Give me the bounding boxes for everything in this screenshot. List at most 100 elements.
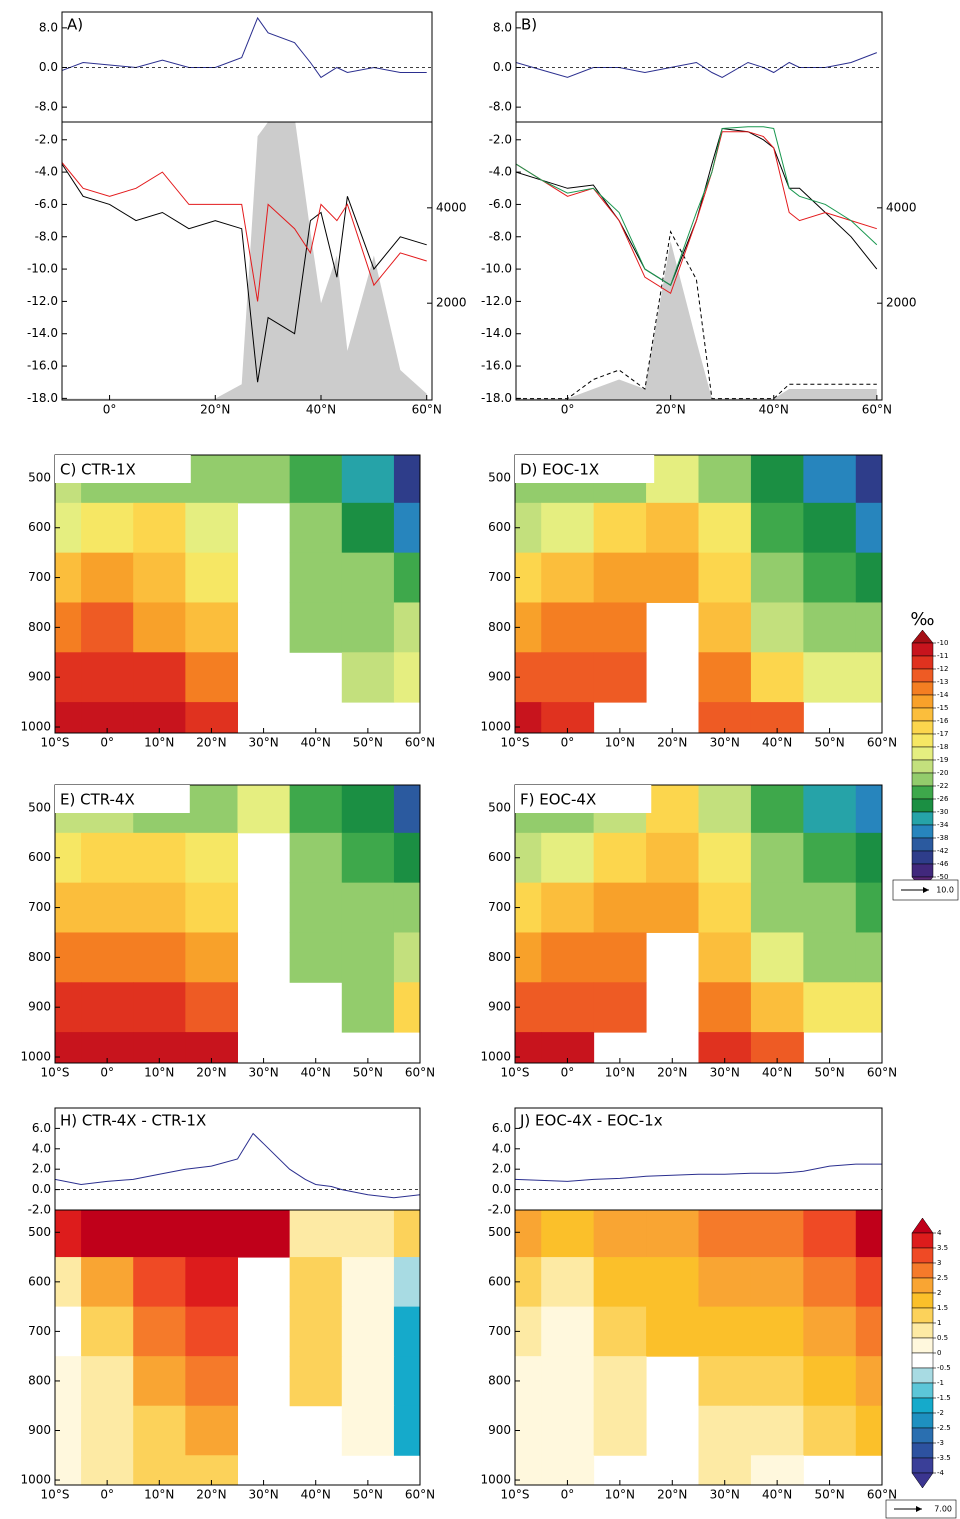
field-cell: [803, 785, 857, 834]
field-cell: [133, 882, 186, 933]
field-cell: [185, 785, 238, 834]
field-cell: [541, 1306, 595, 1357]
field-cell: [593, 832, 647, 884]
y-tick-label: 2.0: [32, 1162, 51, 1176]
field-cell: [541, 1257, 595, 1308]
field-cell: [698, 1032, 752, 1063]
field-cell: [185, 832, 238, 884]
y-tick-label: 600: [488, 520, 511, 534]
field-cell: [803, 1306, 857, 1357]
field-cell: [803, 1405, 857, 1456]
field-cell: [541, 652, 595, 703]
y-tick-label: -18.0: [27, 391, 58, 405]
field-cell: [185, 982, 238, 1033]
x-tick-label: 0°: [100, 1488, 114, 1502]
field-cell: [185, 602, 238, 653]
field-cell: [593, 602, 647, 653]
colorbar-swatch: [911, 1397, 934, 1414]
line: [515, 1163, 882, 1182]
y-tick-label: 4.0: [492, 1141, 511, 1155]
field-cell: [698, 502, 752, 554]
field-cell: [185, 882, 238, 933]
frame: [514, 1209, 883, 1486]
y-tick-label: 1000: [480, 1473, 511, 1487]
field-cell: [393, 552, 420, 603]
field-cell: [185, 552, 238, 603]
y-tick-label: 900: [488, 1423, 511, 1437]
x-tick-label: 10°N: [144, 1488, 174, 1502]
field-cell: [341, 552, 395, 603]
field-cell: [289, 1306, 343, 1357]
field-cell: [646, 502, 699, 554]
field-cell: [803, 882, 857, 933]
colorbar-label: -42: [937, 847, 948, 855]
colorbar-label: -13: [937, 678, 948, 686]
colorbar-swatch: [911, 1277, 934, 1294]
y-tick-label: -8.0: [35, 100, 58, 114]
field-cell: [855, 552, 882, 603]
field-cell: [393, 502, 420, 554]
field-cell: [185, 1356, 238, 1407]
y-tick-label: 800: [28, 950, 51, 964]
field-cell: [541, 882, 595, 933]
area: [62, 122, 427, 400]
x-tick-label: 50°N: [353, 736, 383, 750]
x-tick-label: 50°N: [814, 1066, 844, 1080]
field-cell: [750, 882, 804, 933]
x-tick-label: 40°N: [762, 1488, 792, 1502]
y-tick-label: 600: [488, 1274, 511, 1288]
field-cell: [185, 652, 238, 703]
field-cell: [698, 552, 752, 603]
field-cell: [698, 832, 752, 884]
colorbar-label: -15: [937, 704, 948, 712]
field-cell: [341, 882, 395, 933]
field-cell: [750, 652, 804, 703]
field-cell: [750, 702, 804, 733]
colorbar-label: -1: [937, 1379, 944, 1387]
x-tick-label: 20°N: [657, 736, 687, 750]
y-tick-label: -12.0: [27, 294, 58, 308]
y-tick-label: -2.0: [28, 1203, 51, 1217]
field-cell: [541, 552, 595, 603]
colorbar-label: -50: [937, 873, 948, 881]
y-tick-label: 2000: [886, 296, 917, 310]
frame: [514, 454, 883, 734]
field-cell: [750, 1306, 804, 1357]
field-cell: [698, 602, 752, 653]
y-tick-label: -8.0: [35, 229, 58, 243]
x-tick-label: 10°S: [41, 1488, 70, 1502]
field-cell: [803, 502, 857, 554]
field-cell: [81, 882, 134, 933]
x-tick-label: 0°: [561, 1066, 575, 1080]
colorbar-title: ‰: [910, 609, 934, 630]
colorbar-label: 2: [937, 1289, 941, 1297]
line: [516, 126, 878, 286]
colorbar-label: -11: [937, 652, 948, 660]
x-tick-label: 10°S: [501, 1066, 530, 1080]
y-tick-label: 1000: [20, 1050, 51, 1064]
field-cell: [133, 832, 186, 884]
colorbar-label: -46: [937, 860, 949, 868]
x-tick-label: 60°N: [405, 1066, 435, 1080]
y-tick-label: -2.0: [488, 1203, 511, 1217]
field-cell: [81, 502, 134, 554]
colorbar-label: -2.5: [937, 1424, 951, 1432]
colorbar-swatch: [911, 1262, 934, 1279]
field-cell: [698, 652, 752, 703]
field-cell: [593, 502, 647, 554]
field-cell: [185, 1032, 238, 1063]
y-tick-label: 700: [488, 570, 511, 584]
y-tick-label: -14.0: [481, 326, 512, 340]
x-tick-label: 20°N: [200, 403, 230, 417]
field-cell: [750, 1356, 804, 1407]
x-tick-label: 10°S: [41, 1066, 70, 1080]
y-tick-label: -2.0: [35, 132, 58, 146]
y-tick-label: -14.0: [27, 326, 58, 340]
field-cell: [646, 1210, 699, 1258]
x-tick-label: 40°N: [762, 736, 792, 750]
x-tick-label: 30°N: [710, 1488, 740, 1502]
field-cell: [185, 1306, 238, 1357]
x-tick-label: 20°N: [196, 736, 226, 750]
field-cell: [698, 1306, 752, 1357]
colorbar-swatch: [911, 785, 934, 800]
